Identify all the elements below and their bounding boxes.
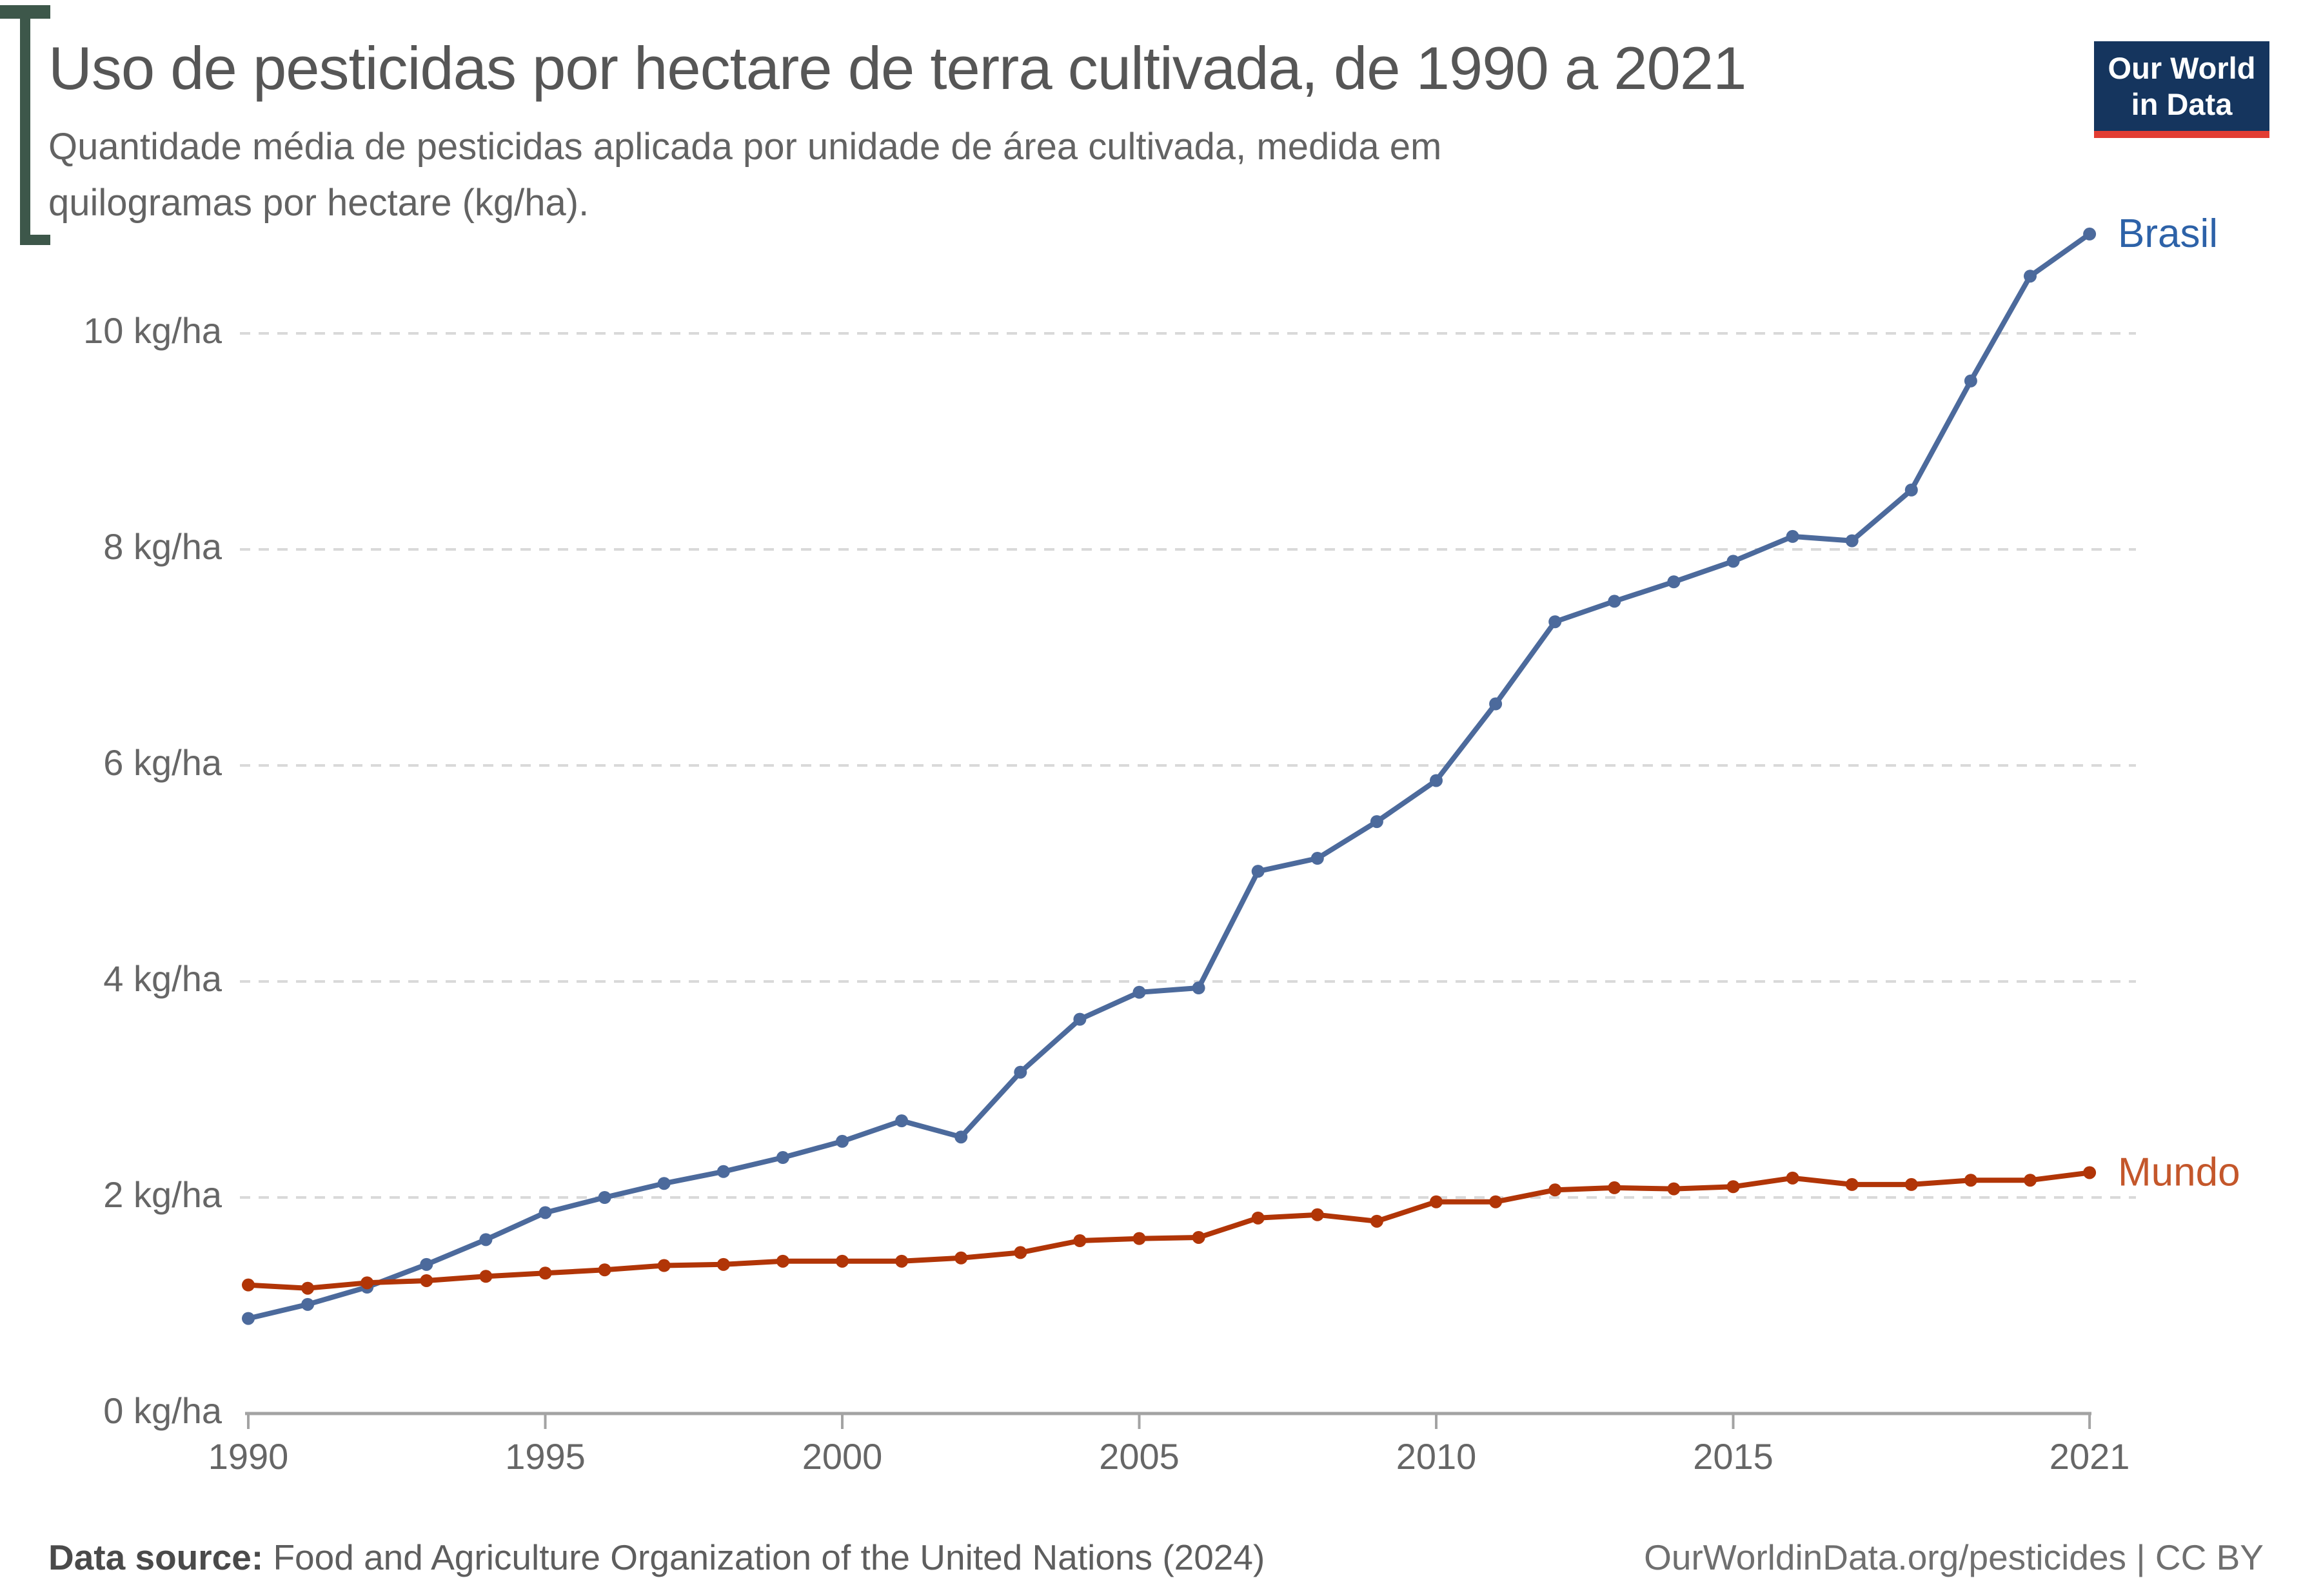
- brasil-point-2013[interactable]: [1608, 595, 1621, 608]
- brasil-point-1999[interactable]: [776, 1151, 789, 1165]
- mundo-point-1991[interactable]: [301, 1281, 315, 1295]
- mundo-point-1992[interactable]: [361, 1276, 374, 1290]
- mundo-point-1999[interactable]: [776, 1254, 789, 1268]
- brasil-point-2008[interactable]: [1310, 852, 1324, 865]
- mundo-point-1995[interactable]: [538, 1266, 552, 1280]
- brasil-point-2012[interactable]: [1548, 615, 1562, 629]
- series-label-mundo[interactable]: Mundo: [2118, 1150, 2240, 1194]
- mundo-point-2003[interactable]: [1014, 1246, 1027, 1259]
- mundo-point-2004[interactable]: [1073, 1234, 1087, 1247]
- chart-subtitle-line-2: quilogramas por hectare (kg/ha).: [48, 182, 589, 224]
- owid-logo: Our World in Data: [2094, 41, 2269, 138]
- mundo-point-2001[interactable]: [895, 1254, 909, 1268]
- brasil-point-2016[interactable]: [1786, 529, 1799, 543]
- mundo-point-2002[interactable]: [954, 1251, 968, 1265]
- brasil-point-2000[interactable]: [836, 1134, 849, 1148]
- data-source-note: Data source: Food and Agriculture Organi…: [48, 1537, 1265, 1578]
- mundo-point-2015[interactable]: [1726, 1180, 1740, 1194]
- mundo-point-2016[interactable]: [1786, 1171, 1799, 1185]
- brasil-point-2018[interactable]: [1904, 483, 1918, 497]
- y-axis-label-4: 4 kg/ha: [103, 958, 222, 999]
- mundo-point-2008[interactable]: [1310, 1208, 1324, 1221]
- y-axis-label-8: 8 kg/ha: [103, 526, 222, 567]
- brasil-point-2011[interactable]: [1489, 697, 1503, 711]
- series-label-brasil[interactable]: Brasil: [2118, 212, 2218, 256]
- brasil-point-2004[interactable]: [1073, 1012, 1087, 1026]
- mundo-point-2013[interactable]: [1608, 1181, 1621, 1194]
- brasil-point-1990[interactable]: [242, 1312, 255, 1325]
- credit-line: OurWorldinData.org/pesticides | CC BY: [1644, 1537, 2264, 1577]
- mundo-point-1993[interactable]: [420, 1274, 433, 1287]
- mundo-point-2000[interactable]: [836, 1254, 849, 1268]
- brasil-point-2001[interactable]: [895, 1114, 909, 1128]
- x-axis-label-2015: 2015: [1693, 1436, 1774, 1477]
- x-axis-label-2005: 2005: [1099, 1436, 1180, 1477]
- mundo-point-1996[interactable]: [598, 1263, 611, 1277]
- mundo-point-1997[interactable]: [657, 1259, 671, 1272]
- brasil-point-1994[interactable]: [479, 1233, 493, 1246]
- mundo-point-1994[interactable]: [479, 1270, 493, 1283]
- mundo-point-2006[interactable]: [1192, 1230, 1205, 1244]
- mundo-point-2010[interactable]: [1430, 1195, 1443, 1208]
- brasil-point-1993[interactable]: [420, 1257, 433, 1271]
- mundo-point-2021[interactable]: [2083, 1166, 2097, 1179]
- data-source-text: Food and Agriculture Organization of the…: [263, 1537, 1265, 1577]
- x-axis-label-1995: 1995: [505, 1436, 586, 1477]
- mundo-point-1990[interactable]: [242, 1278, 255, 1292]
- brasil-point-1991[interactable]: [301, 1297, 315, 1311]
- brasil-point-2007[interactable]: [1251, 865, 1265, 878]
- x-axis-label-2021: 2021: [2050, 1436, 2130, 1477]
- owid-logo-stripe: [2094, 131, 2269, 138]
- brasil-point-2015[interactable]: [1726, 555, 1740, 568]
- series-line-mundo[interactable]: [246, 1170, 2093, 1291]
- chart-title: Uso de pesticidas por hectare de terra c…: [48, 34, 1746, 102]
- brasil-point-2014[interactable]: [1667, 575, 1681, 589]
- series-line-brasil[interactable]: [246, 231, 2093, 1321]
- brasil-point-1996[interactable]: [598, 1191, 611, 1204]
- mundo-point-2007[interactable]: [1251, 1211, 1265, 1225]
- x-axis-label-2010: 2010: [1396, 1436, 1477, 1477]
- brasil-point-2009[interactable]: [1370, 815, 1383, 829]
- y-axis-label-10: 10 kg/ha: [83, 310, 222, 351]
- owid-logo-line-2: in Data: [2131, 86, 2233, 121]
- brasil-point-2020[interactable]: [2024, 270, 2037, 283]
- owid-logo-box: Our World in Data: [2094, 41, 2269, 131]
- mundo-point-2017[interactable]: [1845, 1177, 1859, 1191]
- y-axis-label-6: 6 kg/ha: [103, 742, 222, 783]
- brasil-point-1995[interactable]: [538, 1206, 552, 1219]
- brasil-point-2003[interactable]: [1014, 1065, 1027, 1079]
- mundo-point-2020[interactable]: [2024, 1174, 2037, 1187]
- y-axis-label-0: 0 kg/ha: [103, 1390, 222, 1431]
- brasil-point-2019[interactable]: [1964, 374, 1977, 388]
- mundo-point-2014[interactable]: [1667, 1182, 1681, 1196]
- brasil-point-2006[interactable]: [1192, 981, 1205, 995]
- owid-logo-line-1: Our World: [2108, 51, 2256, 86]
- x-axis-label-1990: 1990: [208, 1436, 289, 1477]
- topic-accent-bracket-bar: [20, 5, 30, 245]
- data-source-label: Data source:: [48, 1537, 264, 1577]
- brasil-point-1998[interactable]: [716, 1165, 730, 1178]
- mundo-point-2019[interactable]: [1964, 1174, 1977, 1187]
- brasil-point-2005[interactable]: [1132, 985, 1146, 999]
- topic-accent-bracket-bottom: [20, 235, 50, 245]
- brasil-point-2010[interactable]: [1430, 774, 1443, 787]
- y-axis-label-2: 2 kg/ha: [103, 1174, 222, 1215]
- chart-subtitle-line-1: Quantidade média de pesticidas aplicada …: [48, 126, 1442, 168]
- mundo-point-2012[interactable]: [1548, 1183, 1562, 1197]
- chart-footer: Data source: Food and Agriculture Organi…: [48, 1537, 2264, 1578]
- brasil-point-2021[interactable]: [2083, 227, 2097, 241]
- mundo-point-2005[interactable]: [1132, 1232, 1146, 1245]
- chart-header: Uso de pesticidas por hectare de terra c…: [48, 34, 2048, 231]
- mundo-point-2018[interactable]: [1904, 1177, 1918, 1191]
- brasil-point-1997[interactable]: [657, 1177, 671, 1190]
- brasil-point-2017[interactable]: [1845, 534, 1859, 547]
- brasil-point-2002[interactable]: [954, 1130, 968, 1144]
- mundo-point-2009[interactable]: [1370, 1214, 1383, 1228]
- x-axis-label-2000: 2000: [802, 1436, 883, 1477]
- mundo-point-2011[interactable]: [1489, 1195, 1503, 1208]
- mundo-point-1998[interactable]: [716, 1257, 730, 1271]
- chart-subtitle: Quantidade média de pesticidas aplicada …: [48, 119, 2048, 231]
